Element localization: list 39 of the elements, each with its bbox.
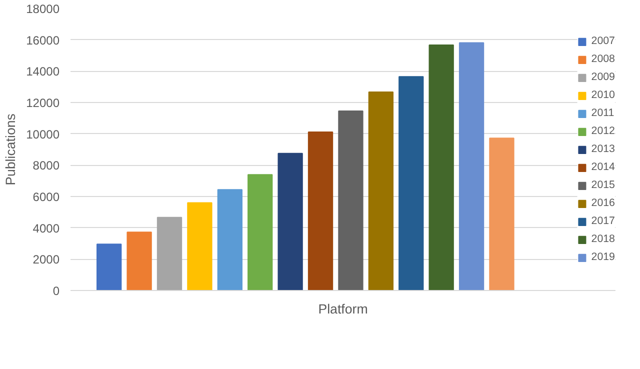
bar (308, 131, 334, 290)
y-tick-label: 10000 (26, 127, 60, 142)
legend-label: 2017 (591, 215, 615, 227)
legend-label: 2007 (591, 35, 615, 47)
y-tick-label: 4000 (32, 221, 60, 236)
y-tick-label: 12000 (26, 96, 60, 110)
legend-label: 2013 (591, 143, 615, 155)
legend-label: 2012 (591, 125, 615, 137)
y-tick-label: 16000 (26, 33, 60, 48)
bar (338, 110, 364, 290)
bar (398, 76, 424, 290)
bar (96, 244, 122, 290)
y-tick-label: 18000 (26, 2, 60, 16)
bar (248, 174, 273, 290)
bar (368, 92, 394, 290)
bar (428, 44, 454, 290)
bar (217, 189, 242, 290)
legend-label: 2008 (591, 53, 615, 65)
legend-label: 2015 (591, 179, 615, 191)
legend-label: 2018 (591, 233, 615, 245)
bar (126, 232, 152, 290)
y-tick-label: 2000 (32, 252, 60, 267)
y-axis-title: Publications (3, 113, 18, 186)
legend-label: 2011 (591, 107, 614, 119)
y-tick-label: 8000 (32, 158, 60, 173)
bar (458, 42, 484, 290)
legend-label: 2009 (591, 71, 615, 83)
bar (278, 152, 303, 290)
y-tick-label: 0 (52, 284, 60, 298)
legend-label: 2019 (591, 251, 615, 263)
bar (156, 216, 182, 290)
y-tick-label: 14000 (26, 64, 60, 79)
legend-label: 2014 (591, 161, 615, 173)
y-tick-label: 6000 (32, 190, 60, 204)
x-axis-title: Platform (318, 302, 368, 316)
bar (187, 202, 212, 290)
legend-label: 2016 (591, 197, 615, 209)
bar (489, 138, 514, 290)
legend-label: 2010 (591, 89, 615, 101)
